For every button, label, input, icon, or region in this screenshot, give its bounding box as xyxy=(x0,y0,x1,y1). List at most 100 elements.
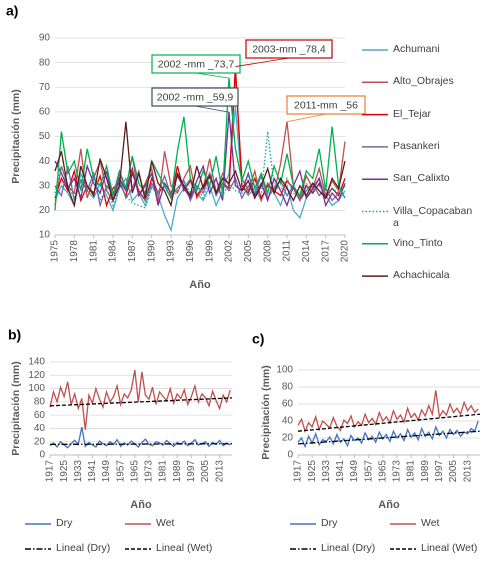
x-tick-label: 1965 xyxy=(377,460,388,483)
x-tick-label: 1933 xyxy=(321,460,332,483)
trend-line xyxy=(49,443,233,446)
legend-label: Lineal (Wet) xyxy=(156,542,213,554)
y-tick-label: 140 xyxy=(28,357,45,368)
legend-label: Achachicala xyxy=(393,269,450,282)
x-tick-label: 1917 xyxy=(293,460,304,483)
annotation-box xyxy=(151,87,239,107)
x-tick-label: 1997 xyxy=(186,460,197,483)
x-tick-label: 1981 xyxy=(406,460,417,483)
series-line xyxy=(54,112,346,208)
x-tick-label: 1996 xyxy=(185,240,196,263)
x-tick-label: 1949 xyxy=(349,460,360,483)
y-axis-label: Precipitación (mm) xyxy=(260,365,272,460)
x-tick-label: 2017 xyxy=(320,240,331,263)
legend-label: Pasankeri xyxy=(393,139,440,152)
x-tick-label: 1978 xyxy=(69,240,80,263)
x-tick-label: 2005 xyxy=(448,460,459,483)
x-tick-label: 1941 xyxy=(335,460,346,483)
x-tick-label: 1933 xyxy=(73,460,84,483)
legend-item: Dry xyxy=(56,517,73,529)
x-tick-label: 1989 xyxy=(172,460,183,483)
y-tick-label: 120 xyxy=(28,370,45,381)
legend-label: Lineal (Wet) xyxy=(421,542,478,554)
x-tick-label: 1925 xyxy=(59,460,70,483)
y-tick-label: 20 xyxy=(34,436,46,447)
legend-item: Lineal (Wet) xyxy=(421,542,478,554)
x-tick-label: 2008 xyxy=(262,240,273,263)
y-tick-label: 100 xyxy=(28,383,45,394)
series-line xyxy=(54,121,346,208)
trend-line xyxy=(297,413,481,432)
legend-label: Wet xyxy=(156,517,175,529)
legend-label: Villa_Copacabana xyxy=(393,204,473,229)
legend-item: Pasankeri xyxy=(393,139,440,152)
x-tick-label: 1973 xyxy=(392,460,403,483)
annotation-box xyxy=(286,95,366,115)
legend-item: San_Calixto xyxy=(393,172,450,185)
x-tick-label: 2013 xyxy=(462,460,473,483)
annotation-text: 2003-mm _78,4 xyxy=(252,43,326,55)
x-tick-label: 1975 xyxy=(50,240,61,263)
annotation-box xyxy=(151,54,241,74)
series-line xyxy=(54,131,346,209)
legend-label: Lineal (Dry) xyxy=(321,542,376,554)
x-tick-label: 2005 xyxy=(200,460,211,483)
series-line xyxy=(54,78,346,211)
x-tick-label: 1973 xyxy=(144,460,155,483)
legend-item: Alto_Obrajes xyxy=(393,75,454,88)
legend-item: Achachicala xyxy=(393,269,450,282)
legend-label: Dry xyxy=(56,517,73,529)
legend-item: Wet xyxy=(421,517,439,529)
legend-label: San_Calixto xyxy=(393,172,450,185)
y-tick-label: 40 xyxy=(282,416,294,427)
y-tick-label: 50 xyxy=(39,131,51,142)
panel-label: a) xyxy=(6,3,18,19)
y-axis-label: Precipitación (mm) xyxy=(10,89,22,184)
legend-label: Vino_Tinto xyxy=(393,236,443,249)
x-tick-label: 1957 xyxy=(363,460,374,483)
x-tick-label: 1957 xyxy=(115,460,126,483)
annotation-leader xyxy=(194,105,230,113)
y-tick-label: 0 xyxy=(39,450,45,461)
x-tick-label: 2014 xyxy=(301,240,312,263)
annotation-leader xyxy=(235,57,290,67)
x-tick-label: 1949 xyxy=(101,460,112,483)
y-tick-label: 60 xyxy=(34,410,46,421)
x-tick-label: 2011 xyxy=(282,240,293,262)
legend-item: Villa_Copacabana xyxy=(393,204,473,229)
x-tick-label: 1987 xyxy=(127,240,138,263)
annotation-leader xyxy=(286,113,327,123)
legend-item: Achumani xyxy=(393,43,440,55)
annotation-text: 2002 -mm _59,9 xyxy=(157,91,234,103)
legend-label: Dry xyxy=(321,517,338,529)
y-tick-label: 60 xyxy=(39,107,51,118)
y-tick-label: 20 xyxy=(39,205,51,216)
y-axis-label: Precipitación (mm) xyxy=(10,361,22,456)
legend-item: Dry xyxy=(321,517,338,529)
x-tick-label: 1984 xyxy=(108,240,119,263)
trend-line xyxy=(297,430,481,445)
x-tick-label: 2005 xyxy=(243,240,254,263)
annotation-text: 2002 -mm _73,7 xyxy=(158,58,235,70)
x-tick-label: 2013 xyxy=(214,460,225,483)
x-tick-label: 1965 xyxy=(129,460,140,483)
legend-item: Vino_Tinto xyxy=(393,236,443,249)
x-tick-label: 1917 xyxy=(45,460,56,483)
legend-label: El_Tejar xyxy=(393,107,431,120)
x-tick-label: 1981 xyxy=(158,460,169,483)
y-tick-label: 80 xyxy=(282,382,294,393)
annotation-box xyxy=(245,39,333,59)
legend-label: Alto_Obrajes xyxy=(393,75,454,88)
x-tick-label: 1990 xyxy=(146,240,157,263)
panel-label: c) xyxy=(252,331,264,347)
x-axis-label: Año xyxy=(130,499,152,511)
y-tick-label: 40 xyxy=(39,156,51,167)
trend-line xyxy=(49,397,233,407)
y-tick-label: 70 xyxy=(39,82,51,93)
x-axis-label: Año xyxy=(189,279,211,291)
y-tick-label: 30 xyxy=(39,180,51,191)
series-line xyxy=(297,390,479,434)
x-tick-label: 1999 xyxy=(204,240,215,263)
y-tick-label: 40 xyxy=(34,423,46,434)
x-tick-label: 1993 xyxy=(166,240,177,263)
